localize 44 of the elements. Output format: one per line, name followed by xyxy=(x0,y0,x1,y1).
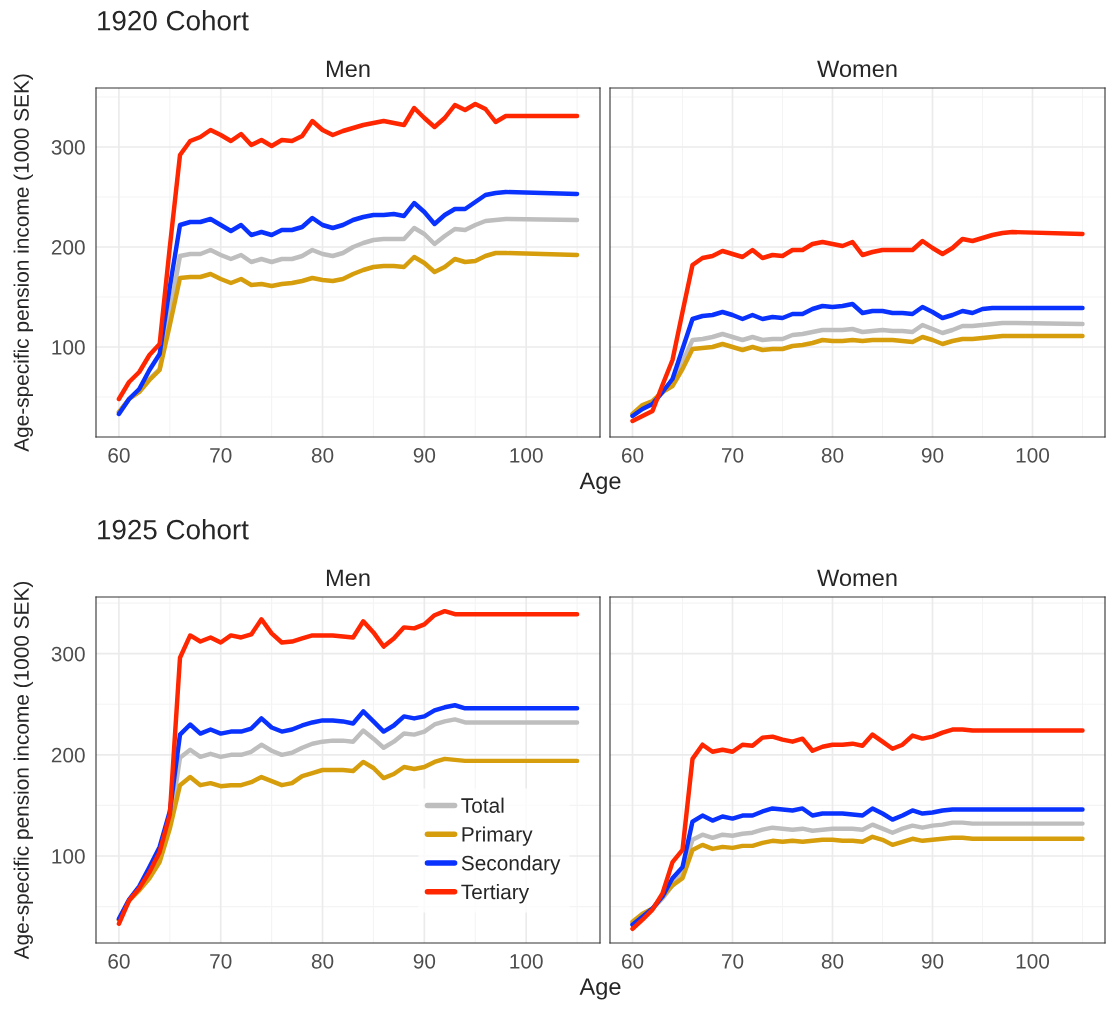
x-tick-label: 70 xyxy=(210,953,232,969)
x-tick-label: 100 xyxy=(1016,447,1050,463)
x-tick-label: 100 xyxy=(510,953,543,969)
x-tick-label: 80 xyxy=(311,953,334,969)
x-tick-label: 80 xyxy=(821,447,844,463)
x-tick-label: 60 xyxy=(108,953,130,969)
chart-title: Women xyxy=(817,569,897,587)
y-tick-label: 300 xyxy=(51,140,85,155)
legend-label: Total xyxy=(461,797,504,813)
x-tick-label: 60 xyxy=(108,447,130,463)
x-tick-label: 90 xyxy=(921,447,944,463)
y-tick-label: 300 xyxy=(51,646,85,662)
x-axis-title: Age xyxy=(579,472,621,494)
x-tick-label: 70 xyxy=(210,447,232,463)
line-series xyxy=(116,756,580,922)
x-tick-label: 80 xyxy=(821,953,844,969)
x-tick-label: 100 xyxy=(1016,953,1050,969)
legend-label: Primary xyxy=(462,826,533,846)
chart-title: Men xyxy=(326,60,370,78)
line-series xyxy=(116,608,580,926)
y-tick-label: 200 xyxy=(51,240,85,255)
x-tick-label: 70 xyxy=(721,447,744,463)
y-tick-label: 100 xyxy=(52,849,85,864)
chart-title: Women xyxy=(817,60,897,78)
x-tick-label: 70 xyxy=(721,953,744,969)
line-series xyxy=(116,250,580,415)
x-tick-label: 90 xyxy=(413,953,436,969)
y-axis-title: Age-specific pension income (1000 SEK) xyxy=(13,74,33,452)
x-tick-label: 60 xyxy=(621,447,644,463)
y-tick-label: 100 xyxy=(52,340,85,355)
legend-label: Secondary xyxy=(461,855,561,875)
x-tick-label: 90 xyxy=(413,447,436,463)
chart-title: Men xyxy=(326,569,370,587)
text: 1925 Cohort xyxy=(98,519,249,540)
y-axis-title: Age-specific pension income (1000 SEK) xyxy=(13,581,33,960)
line-series xyxy=(116,101,580,402)
text: 1920 Cohort xyxy=(98,10,249,31)
x-tick-label: 100 xyxy=(510,447,543,463)
legend-label: Tertiary xyxy=(461,884,530,904)
x-axis-title: Age xyxy=(579,978,621,1000)
x-tick-label: 90 xyxy=(921,953,944,969)
y-tick-label: 200 xyxy=(51,747,85,763)
x-tick-label: 80 xyxy=(311,447,334,463)
x-tick-label: 60 xyxy=(621,953,644,969)
